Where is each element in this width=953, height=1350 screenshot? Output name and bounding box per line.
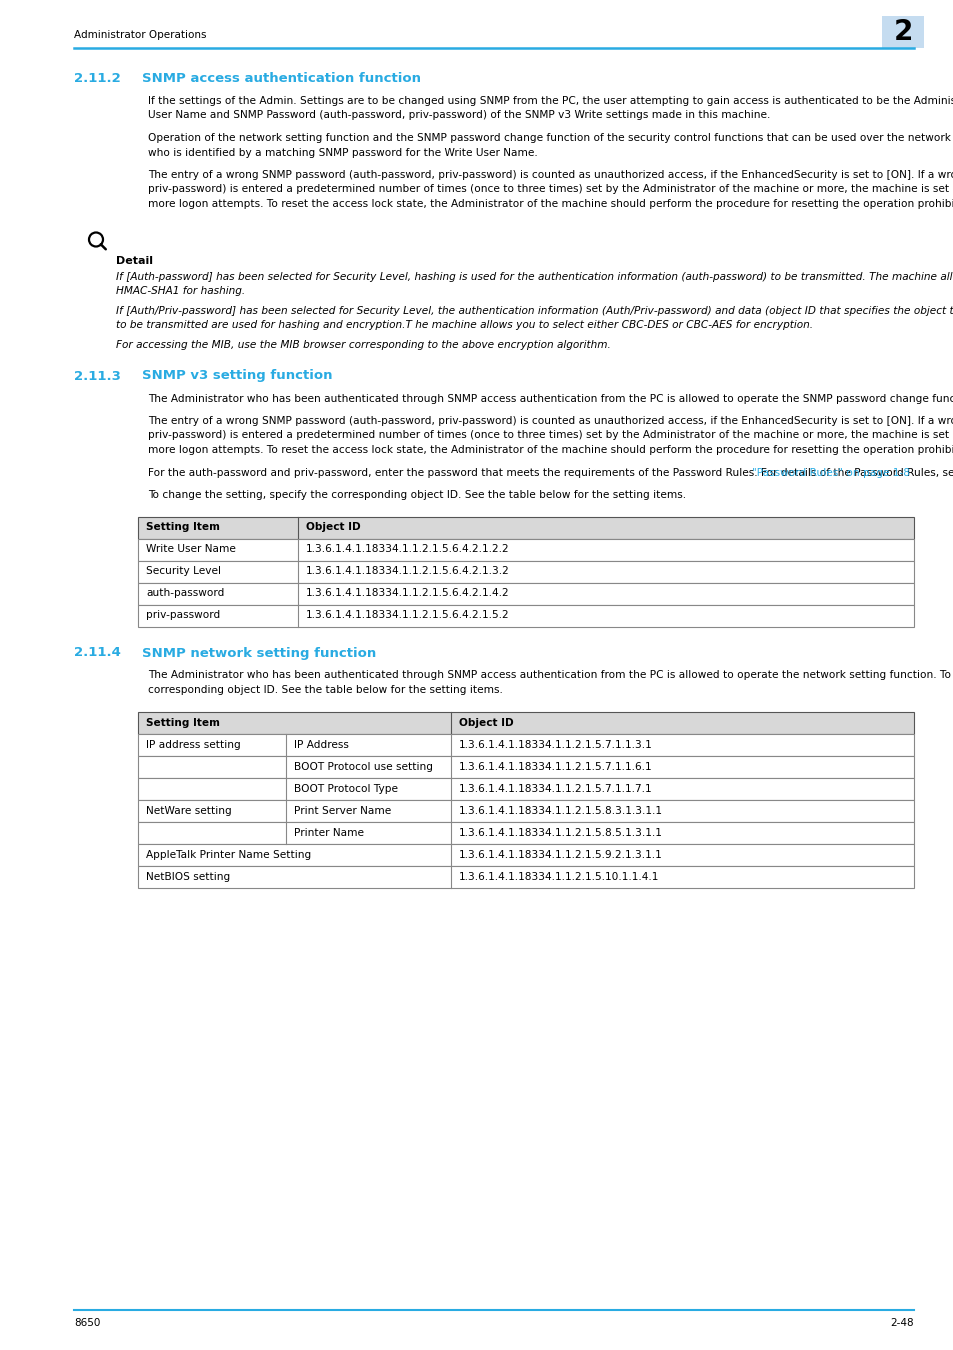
- Text: IP Address: IP Address: [294, 740, 349, 749]
- Text: 1.3.6.1.4.1.18334.1.1.2.1.5.10.1.1.4.1: 1.3.6.1.4.1.18334.1.1.2.1.5.10.1.1.4.1: [458, 872, 659, 882]
- FancyBboxPatch shape: [138, 539, 913, 560]
- Text: 2.11.2: 2.11.2: [74, 72, 121, 85]
- Text: HMAC-SHA1 for hashing.: HMAC-SHA1 for hashing.: [116, 285, 245, 296]
- Text: IP address setting: IP address setting: [146, 740, 240, 749]
- Text: 1.3.6.1.4.1.18334.1.1.2.1.5.8.3.1.3.1.1: 1.3.6.1.4.1.18334.1.1.2.1.5.8.3.1.3.1.1: [458, 806, 662, 815]
- Text: priv-password) is entered a predetermined number of times (once to three times) : priv-password) is entered a predetermine…: [148, 431, 953, 440]
- FancyBboxPatch shape: [138, 582, 913, 605]
- Text: more logon attempts. To reset the access lock state, the Administrator of the ma: more logon attempts. To reset the access…: [148, 446, 953, 455]
- FancyBboxPatch shape: [138, 799, 913, 822]
- Text: 1.3.6.1.4.1.18334.1.1.2.1.5.6.4.2.1.4.2: 1.3.6.1.4.1.18334.1.1.2.1.5.6.4.2.1.4.2: [306, 589, 509, 598]
- Text: 2: 2: [892, 18, 912, 46]
- Text: corresponding object ID. See the table below for the setting items.: corresponding object ID. See the table b…: [148, 684, 502, 695]
- Text: The Administrator who has been authenticated through SNMP access authentication : The Administrator who has been authentic…: [148, 393, 953, 404]
- Text: 2.11.4: 2.11.4: [74, 647, 121, 660]
- Text: Operation of the network setting function and the SNMP password change function : Operation of the network setting functio…: [148, 134, 953, 143]
- FancyBboxPatch shape: [138, 733, 913, 756]
- Text: 2-48: 2-48: [889, 1318, 913, 1328]
- Text: priv-password) is entered a predetermined number of times (once to three times) : priv-password) is entered a predetermine…: [148, 185, 953, 194]
- Text: Object ID: Object ID: [306, 522, 360, 532]
- Text: NetBIOS setting: NetBIOS setting: [146, 872, 230, 882]
- FancyBboxPatch shape: [138, 756, 913, 778]
- Text: Printer Name: Printer Name: [294, 828, 364, 837]
- FancyBboxPatch shape: [138, 560, 913, 582]
- FancyBboxPatch shape: [138, 865, 913, 887]
- Text: 1.3.6.1.4.1.18334.1.1.2.1.5.6.4.2.1.3.2: 1.3.6.1.4.1.18334.1.1.2.1.5.6.4.2.1.3.2: [306, 567, 509, 576]
- Text: Setting Item: Setting Item: [146, 717, 219, 728]
- Text: Print Server Name: Print Server Name: [294, 806, 391, 815]
- Text: Setting Item: Setting Item: [146, 522, 219, 532]
- Text: 1.3.6.1.4.1.18334.1.1.2.1.5.8.5.1.3.1.1: 1.3.6.1.4.1.18334.1.1.2.1.5.8.5.1.3.1.1: [458, 828, 662, 837]
- FancyBboxPatch shape: [138, 711, 913, 733]
- Text: For accessing the MIB, use the MIB browser corresponding to the above encryption: For accessing the MIB, use the MIB brows…: [116, 339, 610, 350]
- Text: BOOT Protocol use setting: BOOT Protocol use setting: [294, 761, 433, 771]
- Text: To change the setting, specify the corresponding object ID. See the table below : To change the setting, specify the corre…: [148, 490, 685, 500]
- Text: User Name and SNMP Password (auth-password, priv-password) of the SNMP v3 Write : User Name and SNMP Password (auth-passwo…: [148, 111, 770, 120]
- FancyBboxPatch shape: [138, 605, 913, 626]
- FancyBboxPatch shape: [138, 517, 913, 539]
- Text: For the auth-password and priv-password, enter the password that meets the requi: For the auth-password and priv-password,…: [148, 467, 953, 478]
- Text: 2.11.3: 2.11.3: [74, 370, 121, 382]
- Text: auth-password: auth-password: [146, 589, 224, 598]
- Text: SNMP v3 setting function: SNMP v3 setting function: [142, 370, 333, 382]
- Text: 1.3.6.1.4.1.18334.1.1.2.1.5.7.1.1.7.1: 1.3.6.1.4.1.18334.1.1.2.1.5.7.1.1.7.1: [458, 783, 652, 794]
- FancyBboxPatch shape: [882, 16, 923, 49]
- Text: The Administrator who has been authenticated through SNMP access authentication : The Administrator who has been authentic…: [148, 671, 953, 680]
- Text: Object ID: Object ID: [458, 717, 513, 728]
- Text: Detail: Detail: [116, 255, 152, 266]
- Text: Administrator Operations: Administrator Operations: [74, 30, 206, 40]
- Text: 1.3.6.1.4.1.18334.1.1.2.1.5.7.1.1.3.1: 1.3.6.1.4.1.18334.1.1.2.1.5.7.1.1.3.1: [458, 740, 652, 749]
- Text: 1.3.6.1.4.1.18334.1.1.2.1.5.9.2.1.3.1.1: 1.3.6.1.4.1.18334.1.1.2.1.5.9.2.1.3.1.1: [458, 849, 662, 860]
- FancyBboxPatch shape: [138, 844, 913, 865]
- FancyBboxPatch shape: [138, 778, 913, 799]
- Text: 8650: 8650: [74, 1318, 100, 1328]
- Text: NetWare setting: NetWare setting: [146, 806, 232, 815]
- Text: If [Auth/Priv-password] has been selected for Security Level, the authentication: If [Auth/Priv-password] has been selecte…: [116, 305, 953, 316]
- Text: SNMP network setting function: SNMP network setting function: [142, 647, 375, 660]
- Text: more logon attempts. To reset the access lock state, the Administrator of the ma: more logon attempts. To reset the access…: [148, 198, 953, 209]
- Text: 1.3.6.1.4.1.18334.1.1.2.1.5.6.4.2.1.2.2: 1.3.6.1.4.1.18334.1.1.2.1.5.6.4.2.1.2.2: [306, 544, 509, 555]
- Text: The entry of a wrong SNMP password (auth-password, priv-password) is counted as : The entry of a wrong SNMP password (auth…: [148, 416, 953, 427]
- Text: Security Level: Security Level: [146, 567, 221, 576]
- Text: If [Auth-password] has been selected for Security Level, hashing is used for the: If [Auth-password] has been selected for…: [116, 271, 953, 282]
- Text: BOOT Protocol Type: BOOT Protocol Type: [294, 783, 397, 794]
- Text: who is identified by a matching SNMP password for the Write User Name.: who is identified by a matching SNMP pas…: [148, 147, 537, 158]
- Text: AppleTalk Printer Name Setting: AppleTalk Printer Name Setting: [146, 849, 311, 860]
- Text: "Password Rules" on page 1-8: "Password Rules" on page 1-8: [751, 467, 909, 478]
- Text: Write User Name: Write User Name: [146, 544, 235, 555]
- Text: 1.3.6.1.4.1.18334.1.1.2.1.5.7.1.1.6.1: 1.3.6.1.4.1.18334.1.1.2.1.5.7.1.1.6.1: [458, 761, 652, 771]
- Text: The entry of a wrong SNMP password (auth-password, priv-password) is counted as : The entry of a wrong SNMP password (auth…: [148, 170, 953, 180]
- Text: 1.3.6.1.4.1.18334.1.1.2.1.5.6.4.2.1.5.2: 1.3.6.1.4.1.18334.1.1.2.1.5.6.4.2.1.5.2: [306, 610, 509, 621]
- Text: If the settings of the Admin. Settings are to be changed using SNMP from the PC,: If the settings of the Admin. Settings a…: [148, 96, 953, 107]
- FancyBboxPatch shape: [138, 822, 913, 844]
- Text: to be transmitted are used for hashing and encryption.T he machine allows you to: to be transmitted are used for hashing a…: [116, 320, 812, 329]
- Text: SNMP access authentication function: SNMP access authentication function: [142, 72, 420, 85]
- Text: priv-password: priv-password: [146, 610, 220, 621]
